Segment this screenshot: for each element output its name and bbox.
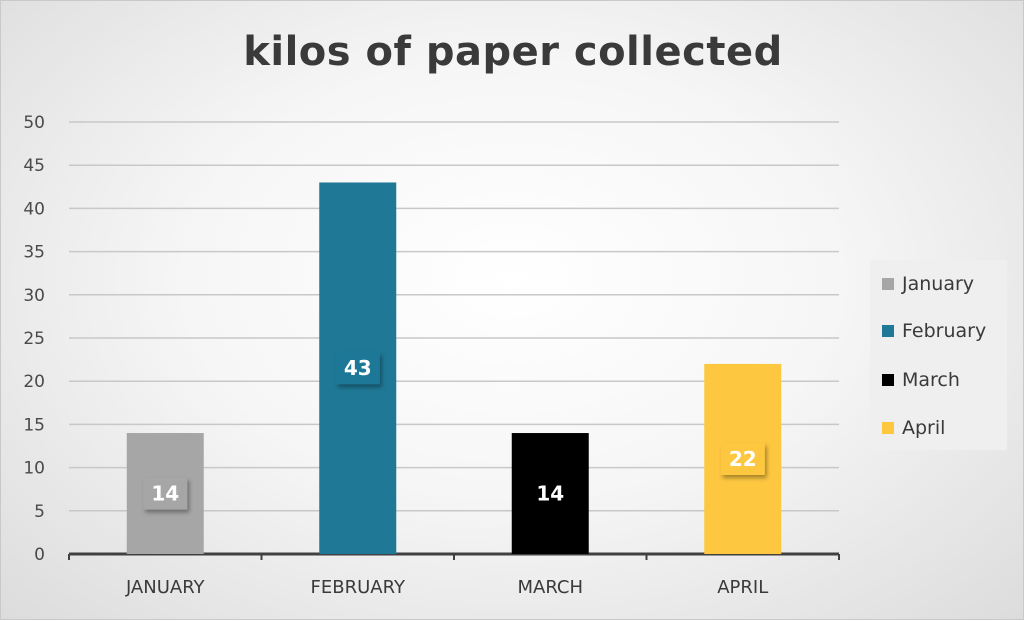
data-label: 14	[536, 482, 564, 506]
legend-item: February	[882, 317, 986, 345]
x-category-label: JANUARY	[125, 577, 206, 598]
legend-swatch	[882, 278, 894, 290]
x-category-label: FEBRUARY	[311, 577, 406, 598]
legend-swatch	[882, 374, 894, 386]
y-tick-label: 20	[23, 372, 45, 392]
legend-swatch	[882, 325, 894, 337]
y-tick-label: 10	[23, 459, 45, 479]
y-tick-label: 35	[23, 243, 45, 263]
y-tick-label: 40	[23, 199, 45, 219]
legend-label: March	[902, 369, 960, 391]
legend-item: April	[882, 414, 945, 442]
data-label-box	[720, 442, 765, 475]
data-label: 14	[151, 482, 179, 506]
chart-title: kilos of paper collected	[243, 29, 783, 75]
x-category-label: MARCH	[517, 577, 583, 598]
legend-item: March	[882, 366, 960, 394]
chart-legend: January February March April	[870, 260, 1007, 450]
data-label-box	[528, 477, 573, 510]
data-label-box	[335, 352, 380, 385]
x-category-label: APRIL	[717, 577, 768, 598]
y-tick-label: 50	[23, 113, 45, 133]
data-label: 43	[344, 356, 372, 380]
data-label: 22	[729, 447, 757, 471]
y-tick-label: 30	[23, 286, 45, 306]
legend-swatch	[882, 422, 894, 434]
y-tick-label: 15	[23, 415, 45, 435]
y-tick-label: 5	[34, 502, 45, 522]
y-tick-label: 45	[23, 156, 45, 176]
data-label-box	[143, 477, 188, 510]
y-tick-label: 0	[34, 545, 45, 565]
legend-label: February	[902, 320, 987, 342]
legend-item: January	[882, 270, 974, 298]
legend-label: April	[902, 417, 946, 439]
legend-label: January	[902, 273, 975, 295]
y-tick-label: 25	[23, 329, 45, 349]
